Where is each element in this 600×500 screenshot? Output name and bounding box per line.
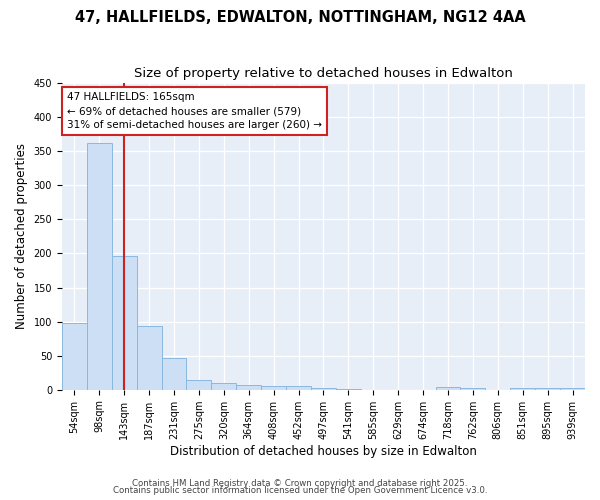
Y-axis label: Number of detached properties: Number of detached properties [15, 144, 28, 330]
Bar [286, 386, 311, 390]
Bar [211, 383, 236, 390]
Bar [87, 143, 112, 390]
Title: Size of property relative to detached houses in Edwalton: Size of property relative to detached ho… [134, 68, 513, 80]
Bar [236, 385, 261, 390]
Text: 47, HALLFIELDS, EDWALTON, NOTTINGHAM, NG12 4AA: 47, HALLFIELDS, EDWALTON, NOTTINGHAM, NG… [74, 10, 526, 25]
Text: Contains public sector information licensed under the Open Government Licence v3: Contains public sector information licen… [113, 486, 487, 495]
Bar [187, 380, 211, 390]
Bar [510, 388, 535, 390]
Bar [112, 256, 137, 390]
Bar [62, 323, 87, 390]
Bar [261, 386, 286, 390]
Bar [560, 388, 585, 390]
X-axis label: Distribution of detached houses by size in Edwalton: Distribution of detached houses by size … [170, 444, 477, 458]
Text: 47 HALLFIELDS: 165sqm
← 69% of detached houses are smaller (579)
31% of semi-det: 47 HALLFIELDS: 165sqm ← 69% of detached … [67, 92, 322, 130]
Bar [460, 388, 485, 390]
Bar [436, 387, 460, 390]
Bar [311, 388, 336, 390]
Bar [336, 389, 361, 390]
Bar [161, 358, 187, 390]
Bar [535, 388, 560, 390]
Bar [137, 326, 161, 390]
Text: Contains HM Land Registry data © Crown copyright and database right 2025.: Contains HM Land Registry data © Crown c… [132, 478, 468, 488]
